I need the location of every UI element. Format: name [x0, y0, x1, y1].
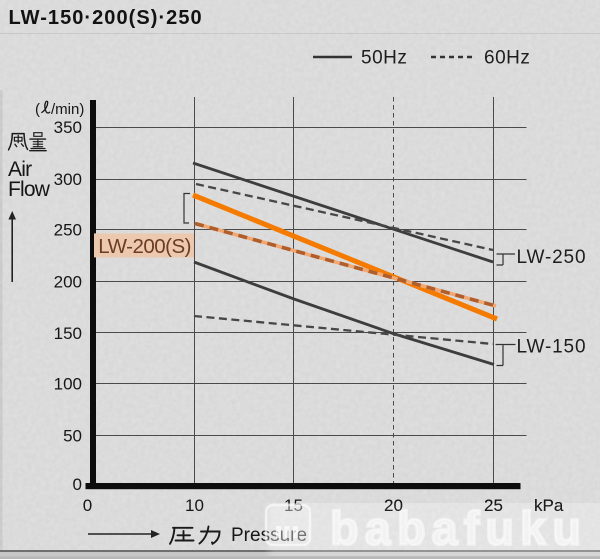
- svg-text:25: 25: [484, 496, 503, 515]
- svg-text:20: 20: [384, 496, 403, 515]
- svg-text:LW-150: LW-150: [517, 337, 587, 358]
- svg-text:100: 100: [54, 375, 82, 394]
- svg-text:babafuku: babafuku: [330, 502, 587, 555]
- svg-text:350: 350: [54, 118, 82, 137]
- svg-text:150: 150: [54, 324, 82, 343]
- svg-text:50: 50: [63, 427, 82, 446]
- svg-text:0: 0: [73, 475, 82, 494]
- svg-text:kPa: kPa: [534, 496, 564, 515]
- svg-text:LW-200(S): LW-200(S): [98, 235, 191, 258]
- svg-text:/min): /min): [51, 101, 84, 118]
- svg-text:LW-250: LW-250: [517, 247, 587, 268]
- svg-text:LW-150·200(S)·250: LW-150·200(S)·250: [9, 7, 203, 29]
- svg-text:Air: Air: [8, 158, 32, 181]
- svg-text:0: 0: [83, 496, 92, 515]
- svg-text:60Hz: 60Hz: [484, 48, 530, 69]
- svg-text:Flow: Flow: [8, 178, 51, 201]
- svg-text:200: 200: [54, 273, 82, 292]
- svg-text:(: (: [35, 101, 40, 118]
- svg-text:300: 300: [54, 170, 82, 189]
- svg-text:250: 250: [54, 221, 82, 240]
- svg-text:50Hz: 50Hz: [361, 48, 407, 69]
- svg-text:10: 10: [185, 496, 204, 515]
